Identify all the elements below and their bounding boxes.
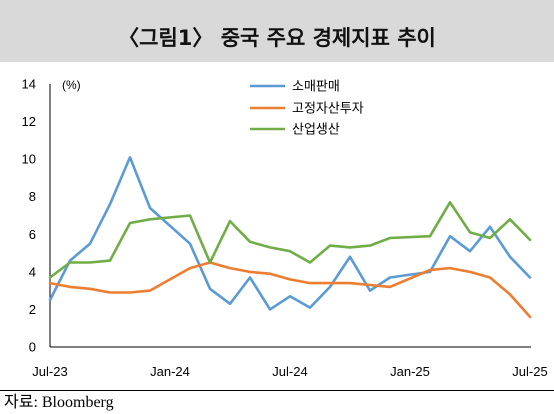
y-tick-label: 6 (29, 227, 36, 242)
retail-sales-line (48, 156, 532, 311)
x-tick-label: Jul-24 (272, 364, 307, 379)
legend: 소매판매 고정자산투자 산업생산 (250, 80, 364, 138)
x-tick-label: Jan-24 (150, 364, 190, 379)
fixed-asset-investment-line (48, 261, 532, 319)
x-tick-label: Jul-25 (512, 364, 547, 379)
legend-label-retail-sales: 소매판매 (292, 80, 340, 95)
legend-label-industrial-production: 산업생산 (292, 123, 340, 138)
legend-item-retail-sales: 소매판매 (250, 80, 340, 95)
y-tick-label: 10 (22, 152, 36, 167)
y-tick-label: 12 (22, 114, 36, 129)
y-tick-labels: 0 2 4 6 8 10 12 14 (22, 77, 36, 355)
y-tick-label: 4 (29, 264, 36, 279)
series-lines (48, 156, 532, 319)
x-tick-label: Jan-25 (390, 364, 430, 379)
y-tick-label: 0 (29, 340, 36, 355)
source-divider (0, 390, 554, 391)
source-note: 자료: Bloomberg (4, 394, 114, 411)
chart-title: 〈그림1〉 중국 주요 경제지표 추이 (118, 26, 436, 50)
y-tick-label: 2 (29, 302, 36, 317)
y-axis-unit-label: (%) (62, 78, 81, 92)
legend-label-fixed-asset-investment: 고정자산투자 (292, 102, 364, 117)
x-tick-labels: Jul-23 Jan-24 Jul-24 Jan-25 Jul-25 (32, 364, 547, 379)
axes (49, 84, 531, 348)
industrial-production-line (48, 201, 532, 279)
y-tick-label: 14 (22, 77, 36, 92)
y-tick-label: 8 (29, 189, 36, 204)
x-tick-label: Jul-23 (32, 364, 67, 379)
title-bar: 〈그림1〉 중국 주요 경제지표 추이 (0, 0, 554, 62)
legend-item-industrial-production: 산업생산 (250, 123, 340, 138)
legend-item-fixed-asset-investment: 고정자산투자 (250, 102, 364, 117)
